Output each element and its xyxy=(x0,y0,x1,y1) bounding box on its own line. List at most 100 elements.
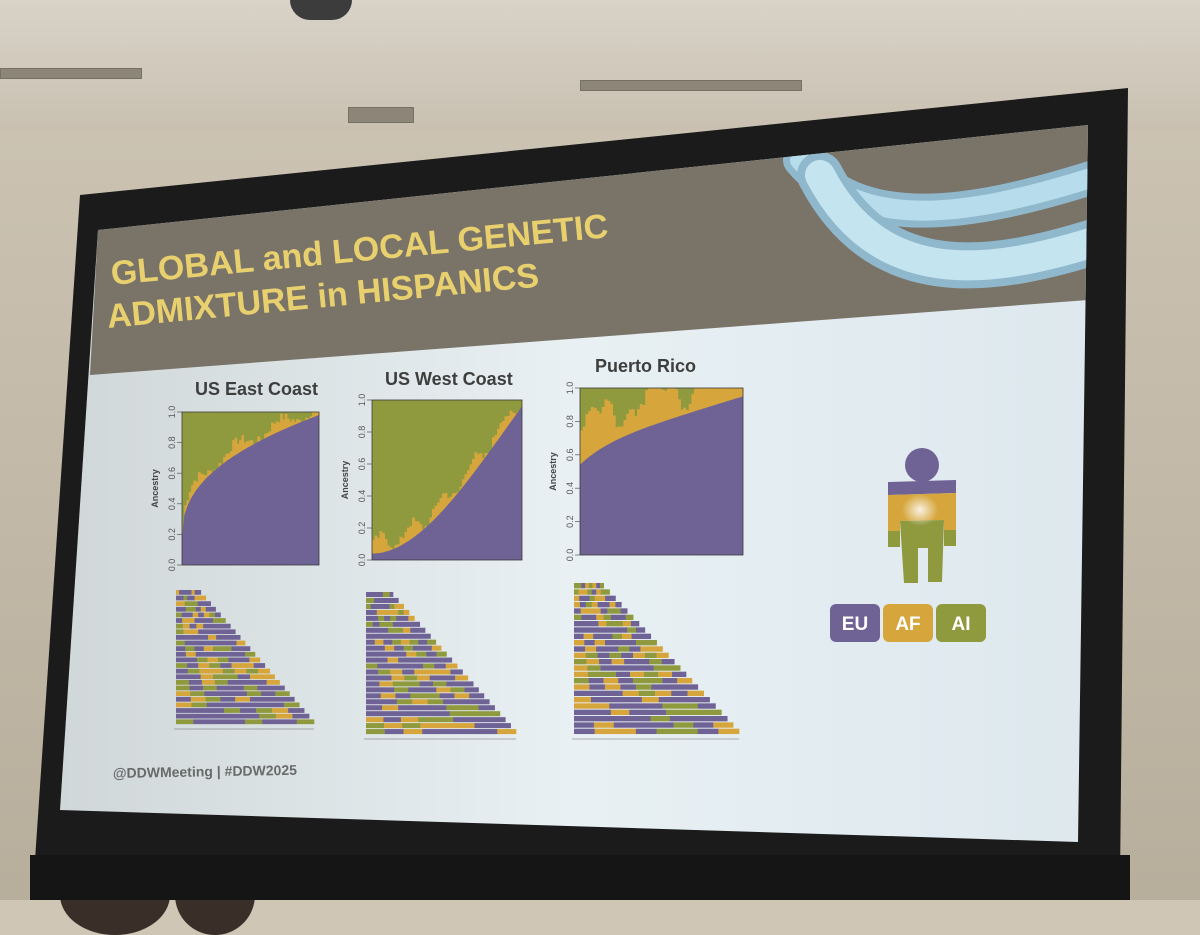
heatmap-cell xyxy=(176,691,190,696)
heatmap-cell xyxy=(366,616,372,621)
heatmap-cell xyxy=(627,703,645,708)
heatmap-cell xyxy=(392,640,401,645)
heatmap-cell xyxy=(621,653,633,658)
heatmap-cell xyxy=(202,601,207,606)
y-axis-label: Ancestry xyxy=(548,452,558,491)
heatmap-cell xyxy=(614,722,634,727)
heatmap-cell xyxy=(198,629,206,634)
heatmap-cell xyxy=(366,640,375,645)
heatmap-cell xyxy=(402,723,420,728)
heatmap-cell xyxy=(397,699,413,704)
heatmap-cell xyxy=(238,703,254,708)
heatmap-cell xyxy=(658,672,672,677)
heatmap-cell xyxy=(497,729,516,734)
af-ancestry-stripe xyxy=(232,440,235,457)
heatmap-cell xyxy=(232,646,242,651)
heatmap-cell xyxy=(176,719,194,724)
heatmap-cell xyxy=(493,723,511,728)
heatmap-cell xyxy=(191,629,199,634)
af-ancestry-stripe xyxy=(580,430,583,465)
heatmap-cell xyxy=(389,664,401,669)
heatmap-cell xyxy=(623,691,640,696)
heatmap-cell xyxy=(204,613,210,618)
af-ancestry-stripe xyxy=(705,388,708,408)
heatmap-cell xyxy=(622,634,632,639)
heatmap-cell xyxy=(427,640,436,645)
af-ancestry-stripe xyxy=(387,545,390,551)
heatmap-cell xyxy=(228,629,236,634)
heatmap-cell xyxy=(594,608,601,613)
y-axis-label: Ancestry xyxy=(340,461,350,500)
heatmap-cell xyxy=(677,678,692,683)
heatmap-cell xyxy=(372,616,378,621)
heatmap-cell xyxy=(651,716,670,721)
heatmap-cell xyxy=(470,717,488,722)
af-ancestry-stripe xyxy=(621,426,624,438)
af-ancestry-stripe xyxy=(648,388,651,427)
af-ancestry-stripe xyxy=(382,533,385,553)
heatmap-cell xyxy=(206,697,221,702)
heatmap-cell xyxy=(187,663,198,668)
heatmap-cell xyxy=(610,602,616,607)
heatmap-cell xyxy=(366,658,377,663)
stage-skirt xyxy=(30,855,1130,900)
heatmap-cell xyxy=(380,604,385,609)
heatmap-cell xyxy=(583,589,588,594)
heatmap-cell xyxy=(261,691,275,696)
heatmap-cell xyxy=(204,691,218,696)
heatmap-cell xyxy=(666,710,685,715)
heatmap-cell xyxy=(422,687,436,692)
heatmap-cell xyxy=(366,669,378,674)
heatmap-cell xyxy=(399,604,404,609)
af-ancestry-stripe xyxy=(710,388,713,406)
heatmap-cell xyxy=(235,669,247,674)
af-ancestry-stripe xyxy=(385,539,388,552)
heatmap-cell xyxy=(176,624,183,629)
heatmap-cell xyxy=(626,640,637,645)
heatmap-cell xyxy=(578,583,582,588)
af-ancestry-stripe xyxy=(599,413,602,449)
heatmap-cell xyxy=(434,664,446,669)
af-ancestry-stripe xyxy=(285,414,288,429)
heatmap-cell xyxy=(574,659,587,664)
af-ancestry-stripe xyxy=(678,399,681,416)
heatmap-cell xyxy=(393,622,400,627)
heatmap-cell xyxy=(591,697,608,702)
heatmap-cell xyxy=(600,596,605,601)
heatmap-cell xyxy=(180,601,185,606)
heatmap-cell xyxy=(193,641,202,646)
heatmap-cell xyxy=(375,604,380,609)
heatmap-cell xyxy=(599,659,612,664)
heatmap-cell xyxy=(182,613,188,618)
heatmap-cell xyxy=(436,652,446,657)
heatmap-cell xyxy=(441,658,452,663)
heatmap-cell xyxy=(366,675,379,680)
heatmap-cell xyxy=(609,627,618,632)
heatmap-cell xyxy=(607,608,614,613)
heatmap-cell xyxy=(685,710,704,715)
heatmap-cell xyxy=(198,601,203,606)
heatmap-cell xyxy=(366,705,382,710)
heatmap-cell xyxy=(586,602,592,607)
heatmap-cell xyxy=(464,687,478,692)
heatmap-cell xyxy=(240,708,256,713)
heatmap-cell xyxy=(615,602,621,607)
heatmap-cell xyxy=(236,641,245,646)
heatmap-cell xyxy=(602,672,616,677)
y-tick-label: 0.6 xyxy=(167,467,177,480)
heatmap-cell xyxy=(398,705,414,710)
heatmap-cell xyxy=(433,711,450,716)
heatmap-cell xyxy=(438,669,450,674)
heatmap-cell xyxy=(373,628,381,633)
heatmap-cell xyxy=(388,628,396,633)
heatmap-cell xyxy=(187,596,191,601)
af-ancestry-stripe xyxy=(634,416,637,432)
af-ancestry-stripe xyxy=(442,494,445,512)
af-ancestry-stripe xyxy=(602,407,605,448)
heatmap-cell xyxy=(593,716,612,721)
heatmap-cell xyxy=(592,710,611,715)
heatmap-cell xyxy=(590,621,598,626)
heatmap-cell xyxy=(378,616,384,621)
heatmap-cell xyxy=(390,616,396,621)
heatmap-cell xyxy=(246,669,258,674)
